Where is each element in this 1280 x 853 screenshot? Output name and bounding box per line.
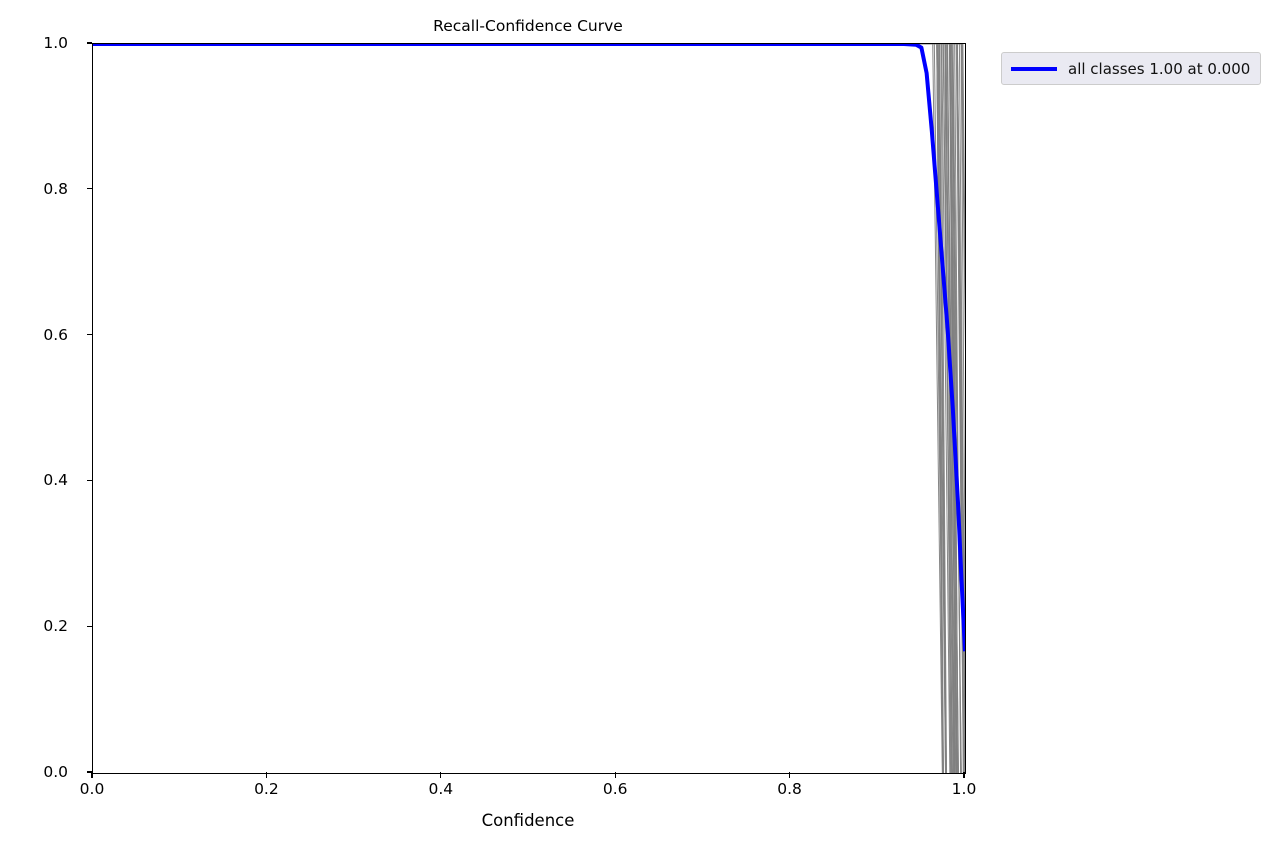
per-class-curve [93,44,944,773]
per-class-curve [93,44,952,773]
per-class-curve [93,44,965,773]
x-tick-label: 0.0 [79,780,105,798]
per-class-curve [93,44,962,773]
per-class-curve [93,44,965,352]
x-tick-label: 0.4 [428,780,454,798]
per-class-curve [93,44,946,773]
legend-line-swatch-icon [1011,66,1057,71]
x-tick-label: 0.8 [777,780,802,798]
legend-entry-label: all classes 1.00 at 0.000 [1068,59,1251,78]
per-class-curve [93,44,964,773]
per-class-curve [93,44,965,331]
plot-area [92,43,966,774]
y-tick-label: 0.6 [43,325,68,344]
per-class-curve [93,44,953,773]
y-tick-mark [86,188,92,190]
per-class-curve [93,44,965,623]
chart-title: Recall-Confidence Curve [433,17,623,35]
per-class-curve [93,44,955,773]
per-class-curve [93,44,964,773]
all-classes-curve-group [93,44,965,652]
y-tick-mark [86,333,92,336]
y-tick-mark [86,771,92,773]
y-tick-label: 0.2 [43,617,68,636]
y-tick-mark [86,42,92,44]
y-tick-mark [86,625,92,627]
x-tick-mark [963,772,965,778]
per-class-curve [93,44,954,773]
per-class-curve [93,44,957,773]
per-class-curve [93,44,959,773]
per-class-curve [93,44,944,773]
per-class-curve [93,44,947,773]
x-tick-mark [440,772,442,778]
y-tick-label: 0.8 [43,179,68,198]
per-class-curve [93,44,954,773]
y-tick-label: 0.4 [43,471,68,490]
per-class-curve [93,44,956,773]
curve-canvas [93,44,965,773]
per-class-curve-group [93,44,965,773]
per-class-curve [93,44,955,773]
per-class-curve [93,44,948,773]
x-tick-mark [788,772,791,778]
x-tick-mark [91,772,93,778]
per-class-curve [93,44,947,773]
per-class-curve [93,44,944,773]
y-tick-mark [86,479,92,482]
x-tick-mark [265,772,268,778]
per-class-curve [93,44,952,773]
x-axis-label: Confidence [481,811,575,830]
all-classes-curve [93,44,965,652]
x-tick-mark [614,772,616,778]
per-class-curve [93,44,943,773]
x-tick-label: 0.2 [254,780,279,798]
per-class-curve [93,44,947,773]
per-class-curve [93,44,957,773]
y-tick-label: 1.0 [43,34,68,52]
per-class-curve [93,44,944,773]
x-tick-label: 1.0 [951,780,977,798]
x-tick-label: 0.6 [602,780,628,798]
chart-legend: all classes 1.00 at 0.000 [1001,52,1262,85]
per-class-curve [93,44,962,773]
per-class-curve [93,44,951,773]
per-class-curve [93,44,960,773]
per-class-curve [93,44,965,297]
per-class-curve [93,44,958,773]
per-class-curve [93,44,965,676]
per-class-curve [93,44,959,773]
y-tick-label: 0.0 [43,763,68,781]
per-class-curve [93,44,956,773]
per-class-curve [93,44,962,773]
per-class-curve [93,44,965,773]
per-class-curve [93,44,958,773]
per-class-curve [93,44,965,773]
